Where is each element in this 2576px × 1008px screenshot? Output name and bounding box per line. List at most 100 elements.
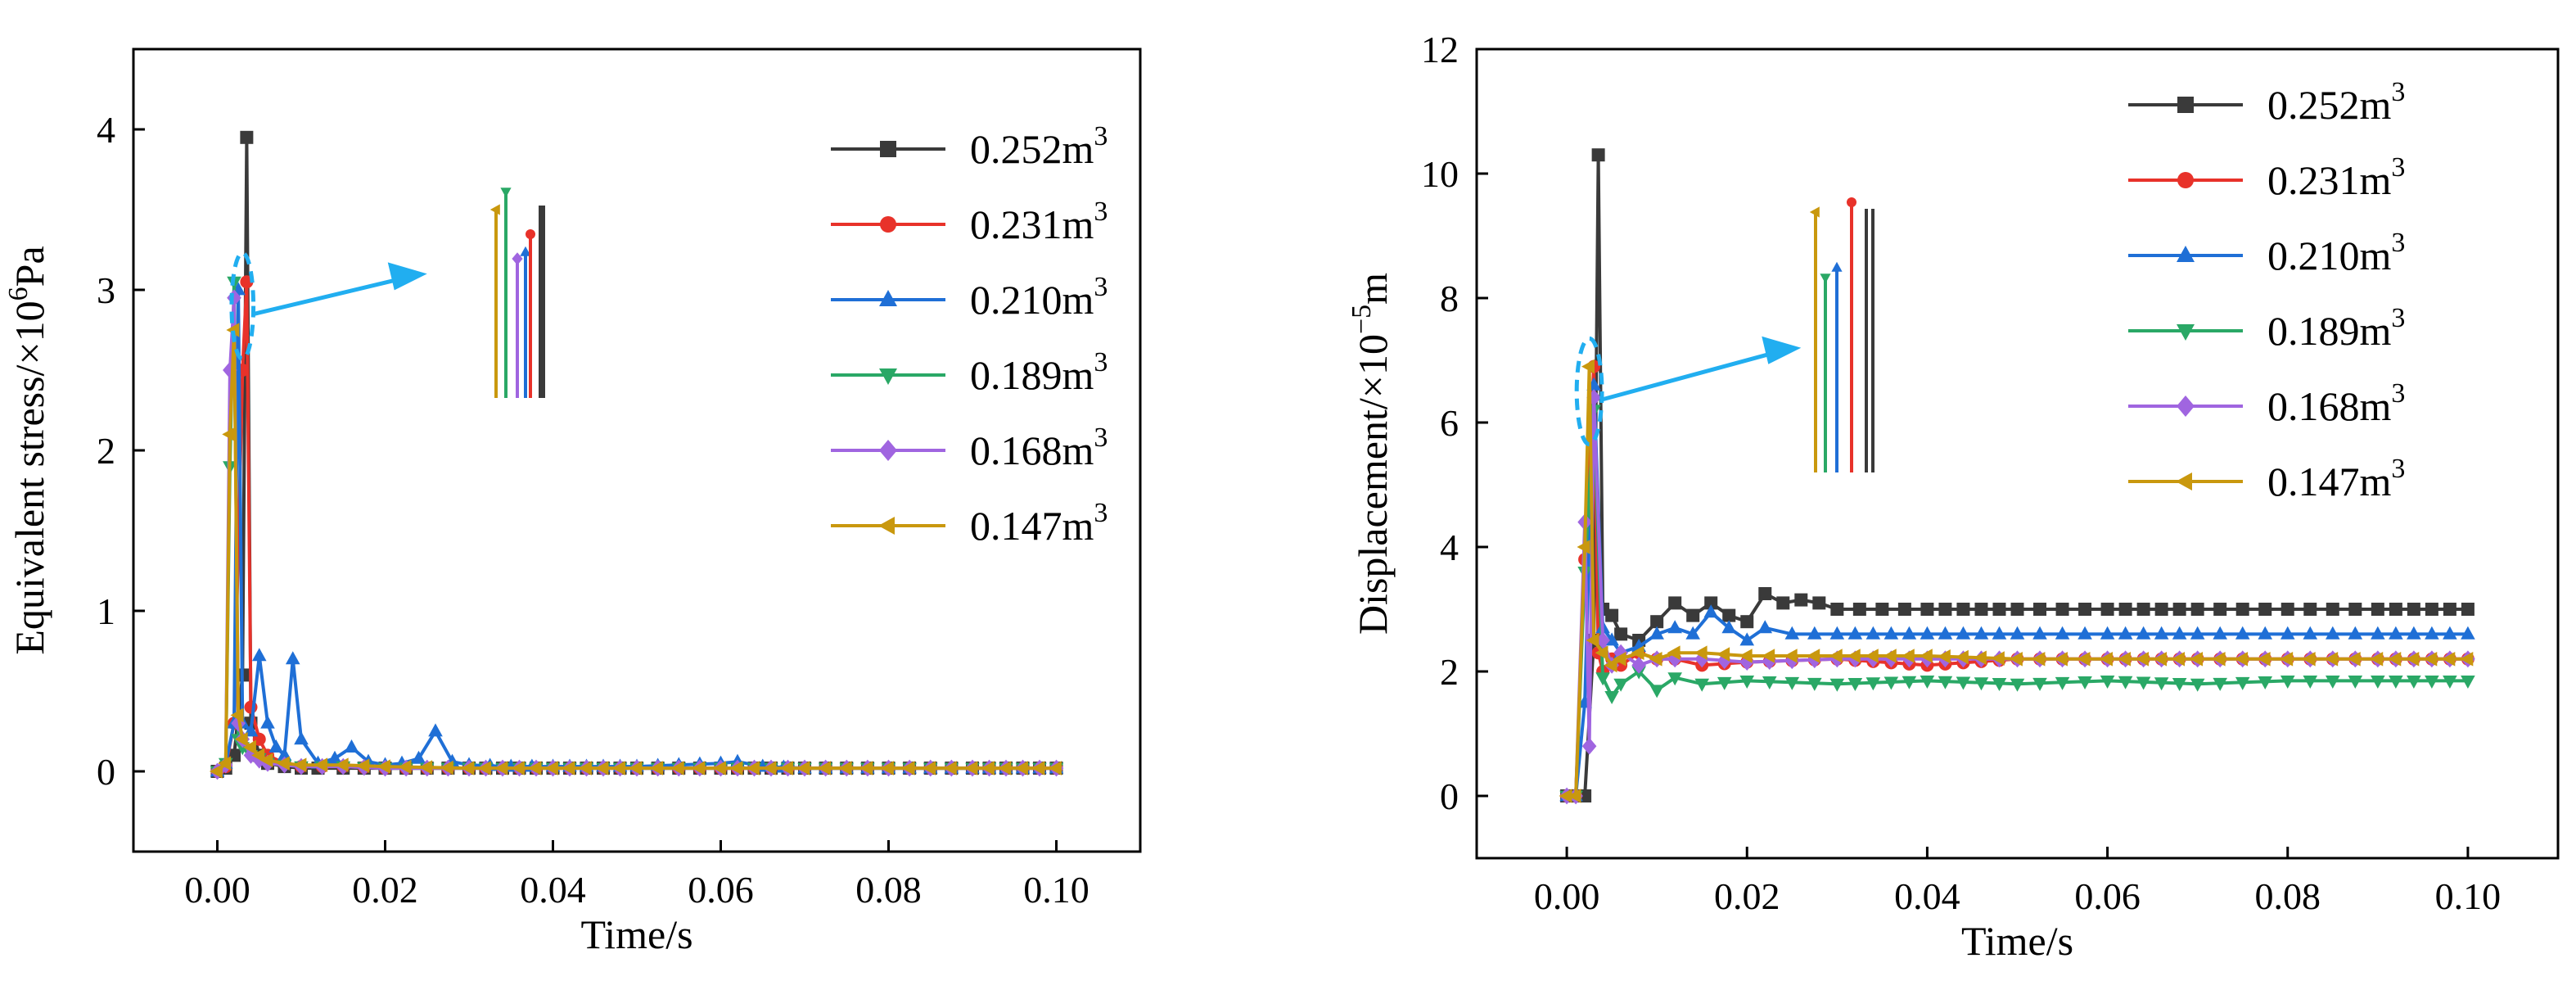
data-point-series-5 <box>2118 652 2131 667</box>
legend-marker <box>879 290 897 306</box>
inset-marker <box>526 229 535 239</box>
zoom-ellipse-left <box>229 251 256 361</box>
legend-label-text: 0.210m <box>2267 233 2392 278</box>
data-point-series-0 <box>2281 603 2294 616</box>
data-point-series-2 <box>2235 626 2250 640</box>
data-point-series-2 <box>2443 626 2457 640</box>
data-point-series-0 <box>2258 603 2272 616</box>
data-point-series-5 <box>2154 652 2168 667</box>
data-point-series-2 <box>2190 626 2205 640</box>
data-point-series-2 <box>327 750 342 764</box>
data-point-series-5 <box>1568 789 1581 803</box>
zoom-arrow-line-right <box>1601 352 1769 402</box>
data-point-series-3 <box>2425 676 2439 689</box>
data-point-series-5 <box>729 761 743 775</box>
data-point-series-5 <box>1847 649 1861 663</box>
data-point-series-2 <box>1649 626 1664 640</box>
data-point-series-0 <box>2407 603 2420 616</box>
legend-label: 0.210m3 <box>970 272 1108 323</box>
legend-item-0: 0.252m3 <box>2128 77 2405 128</box>
data-point-series-5 <box>314 757 328 772</box>
legend-label-text: 0.252m <box>970 126 1094 172</box>
inset-marker <box>1847 197 1856 207</box>
data-point-series-5 <box>251 748 265 763</box>
data-point-series-0 <box>1938 603 1952 616</box>
series-line-4 <box>1567 396 2468 798</box>
data-point-series-5 <box>230 707 244 723</box>
data-point-series-3 <box>1884 676 1899 690</box>
legend-label-sup: 3 <box>1094 423 1108 453</box>
data-point-series-5 <box>2099 652 2113 667</box>
data-point-series-3 <box>2213 677 2227 691</box>
data-point-series-5 <box>1581 359 1595 374</box>
inset-marker <box>512 252 523 265</box>
y-tick-label: 3 <box>97 269 115 311</box>
legend-item-5: 0.147m3 <box>2128 454 2405 504</box>
data-point-series-5 <box>1991 651 2005 666</box>
data-point-series-3 <box>1649 685 1664 698</box>
data-point-series-0 <box>1650 615 1664 629</box>
legend-label: 0.168m3 <box>970 423 1108 473</box>
data-point-series-2 <box>2348 626 2363 640</box>
data-point-series-0 <box>2118 603 2132 616</box>
y-axis-label: Equivalent stress/×106Pa <box>3 246 52 654</box>
data-point-series-0 <box>1956 603 1970 616</box>
y-tick-label: 8 <box>1440 278 1459 319</box>
data-point-series-2 <box>2118 626 2133 640</box>
data-point-series-5 <box>356 758 370 773</box>
data-point-series-5 <box>1649 652 1662 667</box>
data-point-series-4 <box>1595 631 1610 649</box>
data-point-series-5 <box>242 739 256 755</box>
inset-marker <box>1809 206 1820 218</box>
data-point-series-0 <box>1704 596 1718 610</box>
data-point-series-3 <box>2443 676 2457 689</box>
legend-label-text: 0.231m <box>2267 157 2392 203</box>
data-point-series-0 <box>1974 603 1988 616</box>
data-point-series-5 <box>692 761 706 775</box>
series-group-right <box>1559 148 2475 805</box>
data-point-series-3 <box>2032 677 2047 691</box>
legend-label: 0.189m3 <box>2267 303 2405 354</box>
data-point-series-5 <box>440 760 453 775</box>
data-point-series-0 <box>2213 603 2227 616</box>
data-point-series-3 <box>2172 678 2187 692</box>
data-point-series-3 <box>2325 676 2340 689</box>
data-point-series-3 <box>2190 678 2205 692</box>
data-point-series-3 <box>1739 676 1755 689</box>
data-point-series-2 <box>1902 626 1917 640</box>
data-point-series-2 <box>2136 626 2151 640</box>
legend-label: 0.210m3 <box>2267 228 2405 278</box>
legend-marker <box>880 141 896 157</box>
data-point-series-5 <box>796 761 810 775</box>
data-point-series-3 <box>2118 676 2133 689</box>
data-point-series-2 <box>2032 626 2047 640</box>
data-point-series-5 <box>901 761 915 775</box>
data-point-series-2 <box>1685 626 1700 640</box>
zoom-arrow-line-left <box>252 278 395 317</box>
y-tick-label: 12 <box>1421 29 1459 70</box>
data-point-series-5 <box>1865 649 1879 663</box>
data-point-series-5 <box>670 761 684 775</box>
series-line-1 <box>1567 364 2468 798</box>
x-tick-label: 0.02 <box>352 869 418 911</box>
legend-label-text: 0.147m <box>2267 459 2392 504</box>
legend-label: 0.252m3 <box>2267 77 2405 128</box>
y-tick-label: 1 <box>97 590 115 632</box>
data-point-series-3 <box>1847 678 1863 692</box>
legend-label-sup: 3 <box>1094 272 1108 302</box>
data-point-series-0 <box>2348 603 2362 616</box>
legend-label-text: 0.168m <box>970 427 1094 473</box>
legend-item-3: 0.189m3 <box>2128 303 2405 354</box>
y-tick-label: 2 <box>97 430 115 472</box>
legend-label: 0.189m3 <box>970 347 1108 398</box>
inset-marker <box>1820 273 1831 284</box>
legend-label-sup: 3 <box>2391 378 2405 409</box>
legend-label-text: 0.210m <box>970 277 1094 323</box>
legend-item-4: 0.168m3 <box>2128 378 2405 429</box>
data-point-series-2 <box>1784 626 1800 640</box>
data-point-series-0 <box>2100 603 2114 616</box>
data-point-series-0 <box>2033 603 2047 616</box>
y-axis-label-unit: Pa <box>7 246 52 287</box>
y-axis-label-unit: m <box>1350 273 1396 305</box>
